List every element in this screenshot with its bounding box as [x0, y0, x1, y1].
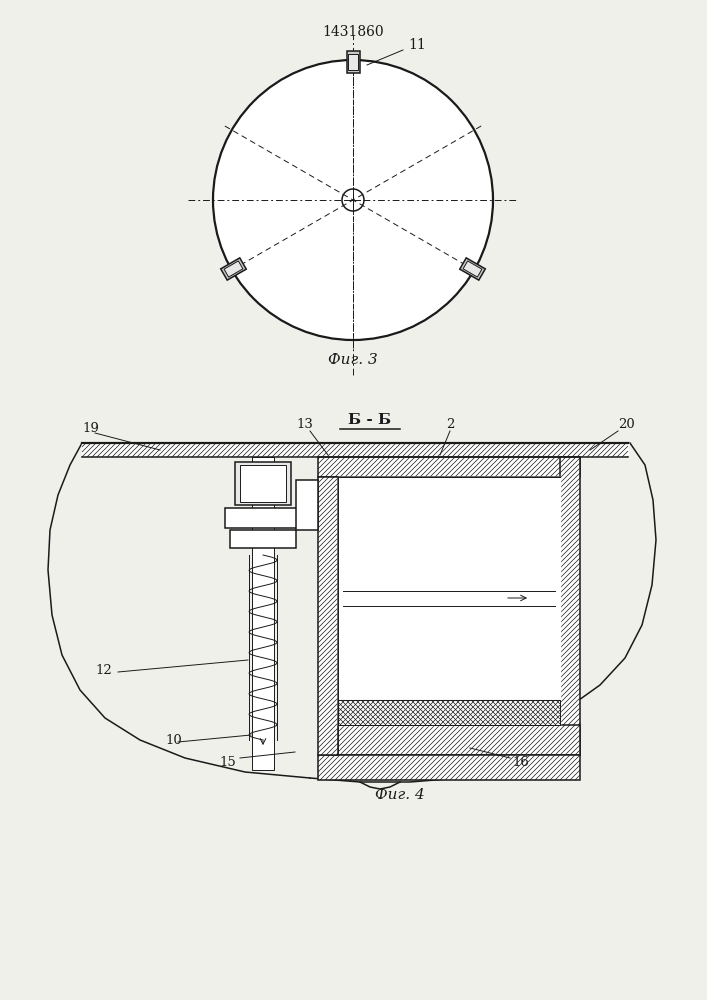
Polygon shape [346, 51, 359, 73]
Text: 12: 12 [95, 664, 112, 676]
Text: 13: 13 [296, 418, 313, 432]
Text: 10: 10 [165, 734, 182, 746]
Text: 11: 11 [408, 38, 426, 52]
Bar [318, 477, 338, 755]
Polygon shape [463, 261, 482, 277]
Text: Б - Б: Б - Б [349, 413, 392, 427]
Bar [240, 465, 286, 502]
Polygon shape [224, 261, 243, 277]
Bar [338, 725, 580, 755]
Text: 15: 15 [220, 756, 236, 768]
Circle shape [213, 60, 493, 340]
Bar [252, 457, 274, 770]
Text: 16: 16 [512, 756, 529, 768]
Bar [560, 457, 580, 755]
Circle shape [342, 189, 364, 211]
Bar [235, 462, 291, 505]
Text: 19: 19 [82, 422, 99, 434]
Bar [338, 700, 560, 725]
Bar [230, 530, 296, 548]
Text: 1431860: 1431860 [322, 25, 384, 39]
Polygon shape [349, 54, 358, 70]
Bar [296, 480, 318, 530]
Polygon shape [221, 258, 246, 280]
Bar [318, 755, 580, 780]
Text: 20: 20 [618, 418, 635, 432]
Bar [225, 508, 301, 528]
Text: Фиг. 3: Фиг. 3 [328, 353, 378, 367]
Polygon shape [460, 258, 485, 280]
Text: Фиг. 4: Фиг. 4 [375, 788, 425, 802]
Bar [318, 457, 580, 477]
Text: 2: 2 [446, 418, 454, 432]
